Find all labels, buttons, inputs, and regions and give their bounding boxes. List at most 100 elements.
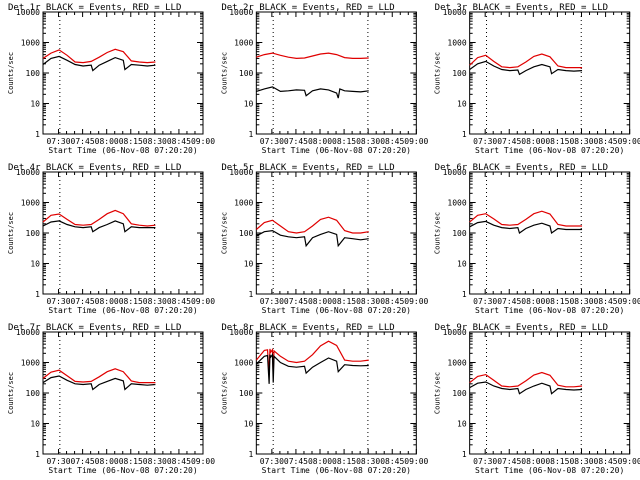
x-tick-label: 08:30 xyxy=(569,457,593,466)
plot-frame xyxy=(42,171,204,295)
y-tick-label: 1 xyxy=(35,450,40,459)
y-tick-label: 1 xyxy=(462,290,467,299)
plot-frame xyxy=(255,11,417,135)
y-tick-label: 1 xyxy=(462,130,467,139)
events-series-line xyxy=(42,375,156,391)
y-tick-label: 1000 xyxy=(447,359,466,368)
lld-series-line xyxy=(42,209,156,227)
lld-series-line xyxy=(469,371,583,388)
x-tick-label: 08:30 xyxy=(143,137,167,146)
chart-title: Det 9r BLACK = Events, RED = LLD xyxy=(435,323,608,333)
chart-panel-6: Det 6r BLACK = Events, RED = LLD 1 10 100 10… xyxy=(434,163,640,315)
x-tick-label: 09:00 xyxy=(618,297,640,306)
x-tick-label: 07:30 xyxy=(260,137,284,146)
chart-panel-4: Det 4r BLACK = Events, RED = LLD 1 10 100 10… xyxy=(7,163,215,315)
y-tick-label: 100 xyxy=(452,69,467,78)
x-tick-label: 08:15 xyxy=(545,297,569,306)
y-tick-label: 100 xyxy=(26,389,41,398)
chart-title: Det 5r BLACK = Events, RED = LLD xyxy=(221,163,394,173)
x-tick-label: 07:30 xyxy=(473,297,497,306)
y-tick-label: 1000 xyxy=(21,199,40,208)
x-tick-label: 08:15 xyxy=(332,457,356,466)
x-tick-label: 08:30 xyxy=(143,297,167,306)
y-tick-label: 1000 xyxy=(234,39,253,48)
x-tick-label: 08:15 xyxy=(332,137,356,146)
chart-panel-9: Det 9r BLACK = Events, RED = LLD 1 10 100 10… xyxy=(434,323,640,475)
x-tick-label: 08:30 xyxy=(356,137,380,146)
chart-panel-7: Det 7r BLACK = Events, RED = LLD 1 10 100 10… xyxy=(7,323,215,475)
x-axis-label: Start Time (06-Nov-08 07:20:20) xyxy=(262,466,411,475)
y-tick-label: 10000 xyxy=(229,8,253,17)
x-tick-label: 07:30 xyxy=(46,297,70,306)
x-tick-label: 07:45 xyxy=(497,137,521,146)
y-tick-label: 10 xyxy=(457,260,467,269)
chart-title: Det 3r BLACK = Events, RED = LLD xyxy=(435,3,608,13)
plot-frame xyxy=(255,331,417,455)
x-tick-label: 08:45 xyxy=(380,457,404,466)
y-tick-label: 1000 xyxy=(234,359,253,368)
y-tick-label: 1 xyxy=(35,290,40,299)
y-tick-label: 1 xyxy=(249,130,254,139)
x-axis-label: Start Time (06-Nov-08 07:20:20) xyxy=(475,146,624,155)
x-tick-label: 07:45 xyxy=(284,137,308,146)
events-series-line xyxy=(469,381,583,395)
lld-series-line xyxy=(42,48,156,64)
y-tick-label: 100 xyxy=(452,389,467,398)
y-axis-label: Counts/sec xyxy=(220,372,228,414)
y-tick-label: 10 xyxy=(244,260,254,269)
x-tick-label: 08:00 xyxy=(308,137,332,146)
x-tick-label: 07:45 xyxy=(497,297,521,306)
events-series-line xyxy=(256,86,369,99)
y-tick-label: 100 xyxy=(239,69,254,78)
plot-frame xyxy=(469,11,631,135)
x-tick-label: 09:00 xyxy=(404,457,428,466)
lld-series-line xyxy=(256,52,369,60)
x-tick-label: 07:45 xyxy=(284,297,308,306)
x-tick-label: 07:30 xyxy=(473,137,497,146)
y-tick-label: 100 xyxy=(239,229,254,238)
y-tick-label: 10000 xyxy=(229,168,253,177)
x-tick-label: 08:00 xyxy=(95,457,119,466)
x-tick-label: 08:45 xyxy=(167,137,191,146)
x-axis-label: Start Time (06-Nov-08 07:20:20) xyxy=(475,466,624,475)
y-tick-label: 100 xyxy=(26,229,41,238)
y-tick-label: 10 xyxy=(30,260,40,269)
plot-frame xyxy=(42,11,204,135)
y-tick-label: 1000 xyxy=(234,199,253,208)
y-tick-label: 100 xyxy=(452,229,467,238)
x-tick-label: 09:00 xyxy=(404,137,428,146)
chart-title: Det 8r BLACK = Events, RED = LLD xyxy=(221,323,394,333)
events-series-line xyxy=(42,55,156,72)
x-tick-label: 07:45 xyxy=(497,457,521,466)
y-tick-label: 1000 xyxy=(447,199,466,208)
plot-frame xyxy=(42,331,204,455)
chart-title: Det 1r BLACK = Events, RED = LLD xyxy=(8,3,181,13)
chart-panel-3: Det 3r BLACK = Events, RED = LLD 1 10 100 10… xyxy=(434,3,640,155)
y-tick-label: 10 xyxy=(30,100,40,109)
x-tick-label: 09:00 xyxy=(404,297,428,306)
x-tick-label: 08:00 xyxy=(308,457,332,466)
y-axis-label: Counts/sec xyxy=(434,212,442,254)
x-axis-label: Start Time (06-Nov-08 07:20:20) xyxy=(475,306,624,315)
y-tick-label: 1000 xyxy=(21,359,40,368)
x-tick-label: 08:45 xyxy=(167,457,191,466)
x-tick-label: 08:30 xyxy=(569,297,593,306)
x-tick-label: 08:30 xyxy=(143,457,167,466)
x-tick-label: 08:15 xyxy=(545,457,569,466)
events-series-line xyxy=(42,220,156,233)
y-tick-label: 10 xyxy=(457,100,467,109)
x-tick-label: 08:00 xyxy=(95,297,119,306)
chart-panel-5: Det 5r BLACK = Events, RED = LLD 1 10 100 10… xyxy=(220,163,428,315)
x-tick-label: 08:45 xyxy=(594,457,618,466)
x-tick-label: 07:45 xyxy=(71,297,95,306)
x-tick-label: 07:30 xyxy=(260,297,284,306)
x-tick-label: 09:00 xyxy=(618,137,640,146)
lld-series-line xyxy=(255,216,369,234)
y-tick-label: 10 xyxy=(30,420,40,429)
chart-title: Det 4r BLACK = Events, RED = LLD xyxy=(8,163,181,173)
x-tick-label: 08:00 xyxy=(521,297,545,306)
chart-panel-2: Det 2r BLACK = Events, RED = LLD 1 10 100 10… xyxy=(220,3,428,155)
y-tick-label: 10000 xyxy=(443,168,467,177)
events-series-line xyxy=(255,352,369,384)
